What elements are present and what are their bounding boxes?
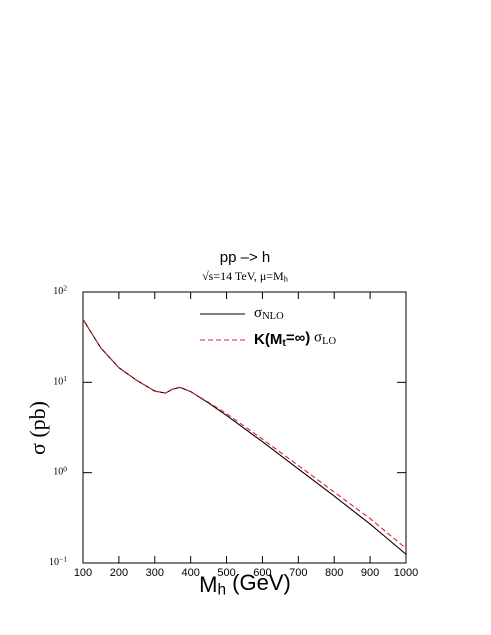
text-part: M [199,572,217,597]
tick-exp: −1 [59,554,67,563]
chart-title: pp –> h [220,249,270,266]
tick-base: 10 [49,557,59,568]
tick-exp: 1 [63,374,67,383]
x-tick-label: 600 [253,567,271,579]
tick-base: 10 [53,286,63,297]
text-part: h [217,582,226,599]
x-tick-label: 200 [110,567,128,579]
series-line [82,318,407,555]
text-part: h [284,274,289,283]
series-line [82,318,407,549]
legend-label: K(Mt=∞) σLO [254,330,337,349]
text-part: (GeV) [226,570,291,595]
plot-frame [82,291,407,564]
text-part: LO [322,336,336,347]
tick-base: 10 [53,467,63,478]
y-tick-label: 10−1 [49,554,67,568]
text-part: t [282,337,286,349]
tick-base: 10 [53,377,63,388]
text-part: σ [254,305,262,321]
chart-subtitle: √s=14 TeV, μ=Mh [202,269,289,284]
x-tick-label: 100 [74,567,92,579]
text-part: √s=14 TeV, μ=M [202,269,284,283]
tick-exp: 0 [63,464,67,473]
legend-label: σNLO [254,305,284,322]
y-tick-label: 100 [53,464,67,478]
x-tick-label: 700 [289,567,307,579]
x-axis-label: Mh (GeV) [199,570,291,599]
tick-exp: 2 [63,283,67,292]
text-part: K(M [254,331,282,348]
x-tick-label: 400 [181,567,199,579]
y-axis-label: σ (pb) [25,401,50,455]
x-tick-label: 800 [325,567,343,579]
x-tick-label: 1000 [394,567,418,579]
text-part: σ [310,330,322,346]
text-part: NLO [262,312,284,323]
x-tick-label: 300 [146,567,164,579]
x-tick-label: 900 [361,567,379,579]
text-part: σ (pb) [25,401,50,455]
x-tick-label: 500 [217,567,235,579]
y-tick-label: 102 [53,283,67,297]
text-part: =∞) [286,330,310,347]
y-tick-label: 101 [53,374,67,388]
